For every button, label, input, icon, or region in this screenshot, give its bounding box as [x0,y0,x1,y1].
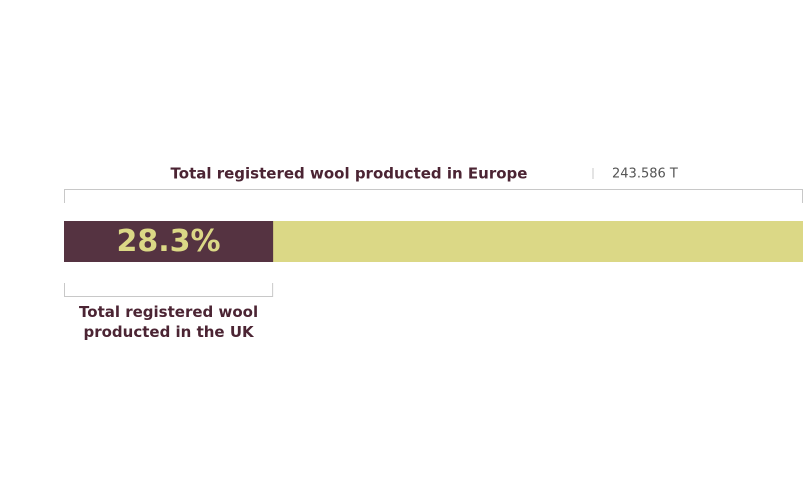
top-bracket [64,189,803,203]
part-label: Total registered wool producted in the U… [79,303,259,341]
bottom-bracket [64,283,274,297]
total-label: 243.586 T [612,167,678,182]
value-label: 28.3% [117,224,221,259]
bar [64,221,274,262]
chart-title: Total registered wool producted in Europ… [171,165,528,183]
